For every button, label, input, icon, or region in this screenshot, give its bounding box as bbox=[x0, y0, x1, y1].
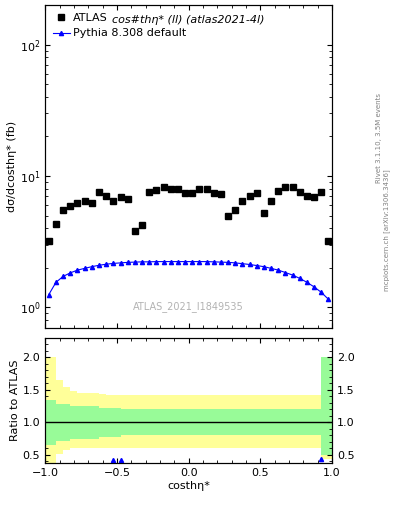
Pythia 8.308 default bbox=[104, 261, 108, 267]
Pythia 8.308 default bbox=[46, 291, 51, 297]
Pythia 8.308 default bbox=[276, 267, 281, 273]
Pythia 8.308 default bbox=[125, 259, 130, 265]
ATLAS bbox=[161, 184, 166, 190]
ATLAS bbox=[90, 200, 94, 206]
ATLAS bbox=[240, 198, 245, 204]
ATLAS bbox=[254, 190, 259, 196]
ATLAS bbox=[326, 238, 331, 244]
ATLAS bbox=[269, 198, 274, 204]
Pythia 8.308 default bbox=[305, 279, 309, 285]
Pythia 8.308 default bbox=[240, 261, 245, 267]
Pythia 8.308 default bbox=[82, 265, 87, 271]
ATLAS bbox=[176, 186, 180, 193]
Text: ATLAS_2021_I1849535: ATLAS_2021_I1849535 bbox=[133, 301, 244, 311]
X-axis label: costhη*: costhη* bbox=[167, 481, 210, 491]
Pythia 8.308 default bbox=[154, 259, 159, 265]
Pythia 8.308 default bbox=[290, 272, 295, 278]
ATLAS bbox=[61, 207, 66, 213]
ATLAS bbox=[125, 196, 130, 202]
Legend: ATLAS, Pythia 8.308 default: ATLAS, Pythia 8.308 default bbox=[51, 11, 189, 40]
ATLAS bbox=[140, 222, 144, 228]
ATLAS bbox=[312, 194, 316, 200]
Pythia 8.308 default bbox=[269, 265, 274, 271]
ATLAS bbox=[104, 193, 108, 199]
Y-axis label: Ratio to ATLAS: Ratio to ATLAS bbox=[10, 360, 20, 441]
ATLAS bbox=[46, 238, 51, 244]
Pythia 8.308 default bbox=[326, 296, 331, 303]
Pythia 8.308 default bbox=[90, 264, 94, 270]
ATLAS bbox=[226, 212, 230, 219]
Text: mcplots.cern.ch [arXiv:1306.3436]: mcplots.cern.ch [arXiv:1306.3436] bbox=[383, 169, 390, 291]
Pythia 8.308 default bbox=[233, 260, 238, 266]
ATLAS bbox=[305, 193, 309, 199]
ATLAS bbox=[262, 210, 266, 217]
Text: Rivet 3.1.10, 3.5M events: Rivet 3.1.10, 3.5M events bbox=[376, 93, 382, 183]
ATLAS bbox=[211, 190, 216, 196]
ATLAS bbox=[204, 186, 209, 193]
ATLAS bbox=[183, 190, 187, 196]
Pythia 8.308 default bbox=[262, 264, 266, 270]
Pythia 8.308 default bbox=[226, 259, 230, 265]
ATLAS bbox=[111, 198, 116, 204]
Pythia 8.308 default bbox=[176, 259, 180, 265]
Pythia 8.308 default bbox=[183, 259, 187, 265]
ATLAS bbox=[233, 207, 238, 213]
Pythia 8.308 default bbox=[111, 260, 116, 266]
Pythia 8.308 default bbox=[319, 289, 324, 295]
Pythia 8.308 default bbox=[68, 270, 73, 276]
ATLAS bbox=[132, 228, 137, 234]
Pythia 8.308 default bbox=[312, 284, 316, 290]
Pythia 8.308 default bbox=[118, 260, 123, 266]
Pythia 8.308 default bbox=[161, 259, 166, 265]
ATLAS bbox=[154, 187, 159, 193]
ATLAS bbox=[190, 190, 195, 196]
Pythia 8.308 default bbox=[254, 263, 259, 269]
ATLAS bbox=[147, 189, 152, 196]
ATLAS bbox=[53, 221, 58, 227]
Line: Pythia 8.308 default: Pythia 8.308 default bbox=[47, 260, 331, 302]
ATLAS bbox=[319, 189, 324, 196]
ATLAS bbox=[97, 189, 101, 196]
Y-axis label: dσ/dcosthη* (fb): dσ/dcosthη* (fb) bbox=[7, 121, 17, 212]
Pythia 8.308 default bbox=[75, 267, 80, 273]
Pythia 8.308 default bbox=[211, 259, 216, 265]
Pythia 8.308 default bbox=[147, 259, 152, 265]
Pythia 8.308 default bbox=[247, 262, 252, 268]
ATLAS bbox=[75, 200, 80, 206]
Pythia 8.308 default bbox=[132, 259, 137, 265]
Pythia 8.308 default bbox=[283, 269, 288, 275]
Pythia 8.308 default bbox=[204, 259, 209, 265]
Pythia 8.308 default bbox=[298, 275, 302, 282]
Line: ATLAS: ATLAS bbox=[46, 184, 331, 244]
ATLAS bbox=[276, 188, 281, 194]
ATLAS bbox=[283, 184, 288, 190]
Pythia 8.308 default bbox=[219, 259, 223, 265]
ATLAS bbox=[247, 193, 252, 199]
ATLAS bbox=[197, 186, 202, 193]
Pythia 8.308 default bbox=[190, 259, 195, 265]
Pythia 8.308 default bbox=[140, 259, 144, 265]
Pythia 8.308 default bbox=[197, 259, 202, 265]
Pythia 8.308 default bbox=[53, 279, 58, 285]
ATLAS bbox=[219, 191, 223, 197]
ATLAS bbox=[168, 186, 173, 193]
Pythia 8.308 default bbox=[168, 259, 173, 265]
ATLAS bbox=[82, 198, 87, 204]
Pythia 8.308 default bbox=[61, 273, 66, 280]
ATLAS bbox=[118, 194, 123, 200]
ATLAS bbox=[290, 184, 295, 190]
ATLAS bbox=[68, 203, 73, 209]
ATLAS bbox=[298, 189, 302, 196]
Pythia 8.308 default bbox=[97, 262, 101, 268]
Text: cos#thη* (ll) (atlas2021-4l): cos#thη* (ll) (atlas2021-4l) bbox=[112, 15, 265, 25]
